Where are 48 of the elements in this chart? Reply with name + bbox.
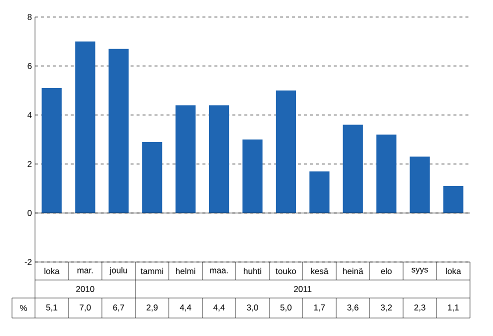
- x-tick-label: heinä: [343, 268, 364, 274]
- data-label: 4,4: [180, 304, 192, 312]
- bar: [108, 48, 129, 214]
- bar: [276, 90, 296, 214]
- x-tick-label: joulu: [110, 267, 128, 275]
- data-label: 5,1: [46, 304, 58, 312]
- data-label: 2,9: [146, 304, 158, 312]
- text: 2011: [294, 286, 312, 292]
- bar: [75, 42, 96, 214]
- x-tick-label: mar.: [78, 268, 93, 274]
- bar: [42, 88, 62, 214]
- x-tick-label: kesä: [311, 268, 328, 274]
- y-tick-label: 8: [28, 14, 32, 20]
- x-tick-label: helmi: [176, 268, 196, 274]
- text: 2010: [76, 286, 94, 292]
- y-tick-label: 4: [27, 112, 32, 118]
- data-label: 7,0: [80, 304, 91, 312]
- bar: [176, 105, 196, 214]
- x-tick-label: syys: [412, 268, 428, 274]
- bar: [410, 156, 430, 214]
- x-tick-label: tammi: [140, 268, 164, 274]
- data-label: 3,2: [380, 304, 392, 312]
- x-tick-label: loka: [446, 268, 462, 274]
- y-tick-label: 6: [28, 63, 32, 69]
- data-label: 3,0: [246, 304, 258, 312]
- x-tick-label: touko: [276, 268, 296, 274]
- data-label: 1,1: [448, 304, 459, 312]
- data-label: 3,6: [347, 304, 358, 312]
- data-label: 4,4: [213, 304, 225, 312]
- y-tick-label: -2: [24, 259, 32, 265]
- bar: [376, 134, 396, 214]
- bar: [209, 105, 230, 214]
- x-tick-label: maa.: [210, 268, 228, 274]
- bar: [142, 142, 162, 214]
- data-label: 2,3: [414, 304, 426, 312]
- text: %: [20, 305, 27, 311]
- x-tick-label: huhti: [244, 268, 262, 274]
- y-tick-label: 0: [28, 210, 32, 216]
- bar: [342, 124, 363, 214]
- bar: [242, 140, 263, 214]
- data-label: 5,0: [280, 304, 292, 312]
- data-label: 6,7: [113, 304, 124, 312]
- x-tick-label: loka: [44, 268, 60, 274]
- bar: [309, 171, 330, 214]
- data-label: 1,7: [314, 304, 325, 312]
- x-tick-label: elo: [381, 268, 392, 274]
- y-tick-label: 2: [28, 161, 32, 167]
- bar: [443, 186, 464, 214]
